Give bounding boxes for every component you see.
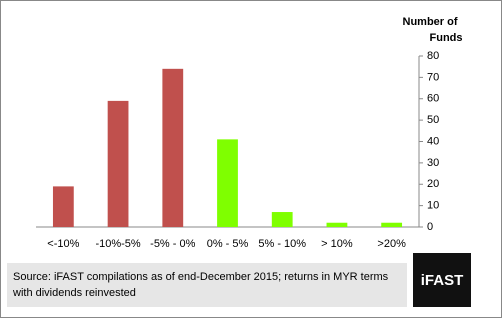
y-tick-label: 0: [427, 221, 433, 233]
x-tick-label: -5% - 0%: [150, 238, 195, 250]
y-tick-label: 30: [427, 157, 439, 169]
x-tick-label: <-10%: [47, 238, 79, 250]
x-tick-label: > 10%: [321, 238, 353, 250]
logo: iFAST: [413, 253, 471, 307]
y-axis-title: Number of: [403, 16, 458, 28]
y-tick-label: 10: [427, 200, 439, 212]
y-tick-label: 80: [427, 50, 439, 62]
bar: [52, 186, 74, 227]
bar: [162, 68, 184, 227]
x-tick-label: >20%: [377, 238, 406, 250]
x-tick-label: -10%-5%: [95, 238, 140, 250]
bar: [381, 222, 403, 227]
y-tick-label: 20: [427, 178, 439, 190]
y-tick-label: 40: [427, 135, 439, 147]
x-tick-label: 5% - 10%: [258, 238, 306, 250]
source-note: Source: iFAST compilations as of end-Dec…: [7, 263, 407, 307]
y-axis-title: Funds: [430, 32, 463, 44]
bar: [271, 212, 293, 227]
x-tick-label: 0% - 5%: [207, 238, 249, 250]
bar: [217, 139, 238, 227]
bar: [326, 222, 348, 227]
y-tick-label: 60: [427, 93, 439, 105]
bar: [107, 100, 129, 227]
y-tick-label: 70: [427, 71, 439, 83]
y-tick-label: 50: [427, 114, 439, 126]
